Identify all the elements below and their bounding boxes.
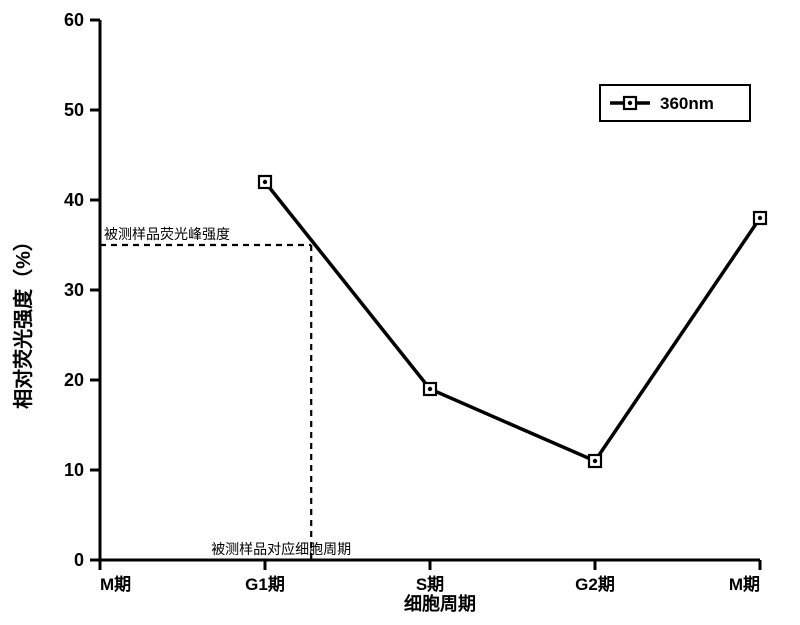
- y-axis-label: 相对荧光强度（%）: [11, 231, 35, 409]
- reference-y-label: 被测样品荧光峰强度: [104, 226, 230, 242]
- x-tick-label: M期: [100, 575, 131, 594]
- reference-x-label: 被测样品对应细胞周期: [211, 541, 351, 557]
- x-tick-label: G1期: [245, 575, 285, 594]
- y-tick-label: 20: [64, 370, 84, 390]
- y-tick-label: 60: [64, 10, 84, 30]
- x-tick-label: G2期: [575, 575, 615, 594]
- y-tick-label: 10: [64, 460, 84, 480]
- chart-container: 0 10 20 30 40 50 60 M期 G1期 S期 G2期 M期 相对荧光强度（%） 细胞周期 被测…: [0, 0, 800, 625]
- x-tick-label: M期: [729, 575, 760, 594]
- y-tick-label: 50: [64, 100, 84, 120]
- y-tick-label: 0: [74, 550, 84, 570]
- y-tick-label: 40: [64, 190, 84, 210]
- line-chart: 0 10 20 30 40 50 60 M期 G1期 S期 G2期 M期 相对荧光强度（%） 细胞周期 被测…: [0, 0, 800, 625]
- x-tick-label: S期: [416, 575, 444, 594]
- y-tick-label: 30: [64, 280, 84, 300]
- legend-label: 360nm: [660, 94, 714, 113]
- x-axis-label: 细胞周期: [404, 593, 476, 614]
